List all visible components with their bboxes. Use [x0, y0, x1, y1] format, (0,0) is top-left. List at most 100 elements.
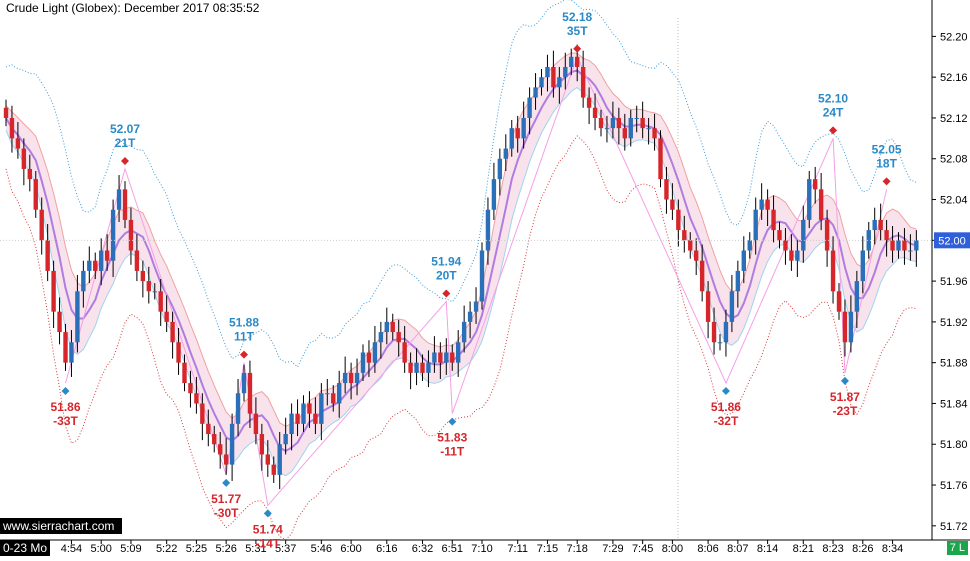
candle[interactable] [699, 244, 705, 302]
candle[interactable] [521, 101, 526, 149]
candle[interactable] [176, 328, 181, 375]
candle[interactable] [313, 397, 318, 435]
candle[interactable] [325, 378, 330, 406]
candle[interactable] [771, 195, 776, 243]
candle[interactable] [420, 354, 425, 382]
candle[interactable] [164, 295, 169, 333]
candle[interactable] [461, 305, 467, 353]
candle[interactable] [295, 399, 300, 437]
candle[interactable] [241, 364, 247, 402]
candle[interactable] [319, 383, 324, 441]
candle[interactable] [134, 234, 140, 282]
candle[interactable] [551, 50, 556, 98]
candle[interactable] [473, 287, 479, 324]
candle[interactable] [801, 205, 806, 263]
candle[interactable] [533, 73, 538, 110]
candle[interactable] [878, 203, 883, 241]
candle[interactable] [182, 354, 187, 392]
candle[interactable] [545, 54, 550, 92]
candle[interactable] [372, 325, 378, 373]
candle[interactable] [896, 232, 901, 259]
candle[interactable] [628, 109, 633, 147]
candle[interactable] [27, 154, 32, 192]
candle[interactable] [902, 228, 907, 265]
candle[interactable] [259, 423, 265, 471]
candle[interactable] [289, 403, 294, 451]
candle[interactable] [908, 234, 913, 261]
candle[interactable] [479, 242, 485, 310]
candle[interactable] [818, 173, 824, 231]
candle[interactable] [830, 236, 836, 304]
candle[interactable] [99, 238, 104, 286]
candle[interactable] [789, 234, 794, 271]
candle[interactable] [586, 87, 592, 125]
candle[interactable] [539, 69, 544, 96]
candle[interactable] [271, 456, 276, 483]
candle[interactable] [247, 360, 253, 428]
candle[interactable] [450, 344, 455, 371]
candle[interactable] [337, 370, 342, 418]
candle[interactable] [759, 183, 764, 220]
candle[interactable] [194, 376, 199, 414]
candle[interactable] [51, 260, 56, 328]
candle[interactable] [45, 224, 50, 282]
candle[interactable] [414, 348, 419, 386]
candle[interactable] [604, 115, 610, 143]
candle[interactable] [81, 260, 86, 308]
candle[interactable] [842, 299, 848, 357]
candle[interactable] [15, 122, 21, 159]
candle[interactable] [152, 283, 157, 300]
candle[interactable] [301, 395, 306, 432]
candle[interactable] [21, 138, 27, 186]
candle[interactable] [396, 319, 401, 357]
candle[interactable] [188, 370, 193, 408]
candle[interactable] [741, 236, 746, 284]
candle[interactable] [717, 334, 723, 351]
candle[interactable] [218, 432, 223, 469]
candle[interactable] [664, 166, 669, 214]
candle[interactable] [384, 307, 389, 345]
candle[interactable] [378, 321, 384, 359]
candle[interactable] [253, 397, 259, 445]
candle[interactable] [509, 120, 514, 157]
candle[interactable] [592, 93, 598, 131]
candle[interactable] [652, 113, 657, 151]
candle[interactable] [426, 350, 431, 388]
candle[interactable] [438, 342, 443, 379]
candle[interactable] [503, 134, 508, 171]
candle[interactable] [360, 344, 366, 382]
candle[interactable] [765, 189, 770, 227]
candle[interactable] [676, 199, 681, 247]
candle[interactable] [69, 330, 74, 377]
candle[interactable] [866, 221, 871, 259]
candle[interactable] [366, 340, 372, 377]
candle[interactable] [694, 238, 699, 275]
candle[interactable] [331, 385, 336, 412]
candle[interactable] [622, 113, 627, 151]
candle[interactable] [39, 197, 44, 255]
candle[interactable] [682, 215, 687, 253]
candle[interactable] [277, 432, 282, 490]
candle[interactable] [610, 101, 616, 139]
candle[interactable] [408, 352, 413, 390]
candle[interactable] [122, 181, 128, 229]
candle[interactable] [63, 323, 68, 371]
candle[interactable] [206, 409, 211, 447]
candle[interactable] [342, 356, 348, 394]
candle[interactable] [212, 425, 217, 453]
candle[interactable] [235, 378, 241, 437]
candle[interactable] [783, 228, 788, 265]
candle[interactable] [265, 440, 270, 477]
candle[interactable] [128, 207, 134, 265]
candle[interactable] [283, 417, 288, 455]
candle[interactable] [735, 260, 741, 308]
candle[interactable] [104, 234, 110, 271]
candle[interactable] [914, 230, 919, 267]
candle[interactable] [569, 48, 574, 76]
candle[interactable] [711, 307, 717, 355]
candle[interactable] [860, 236, 865, 294]
candle[interactable] [723, 309, 729, 357]
candle[interactable] [444, 338, 449, 375]
candle[interactable] [854, 270, 860, 328]
candle[interactable] [616, 107, 622, 145]
